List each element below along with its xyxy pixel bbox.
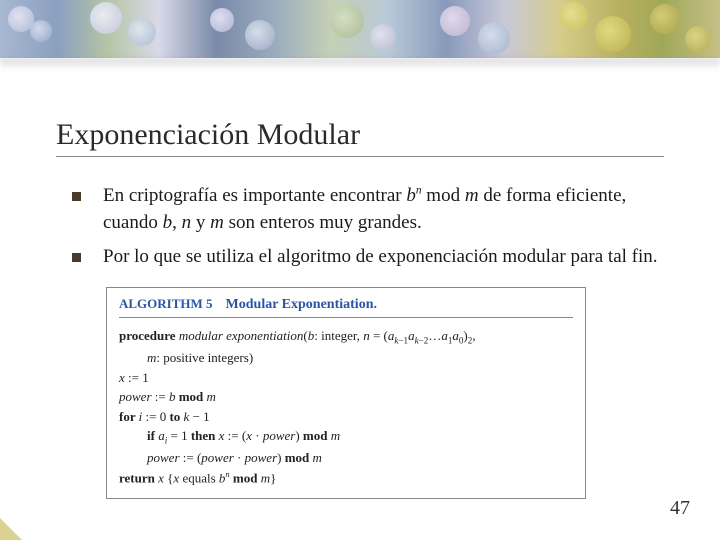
bullet-icon: [72, 253, 81, 262]
slide-title: Exponenciación Modular: [56, 118, 664, 152]
flower-petal: [440, 6, 470, 36]
bullet-item: Por lo que se utiliza el algoritmo de ex…: [72, 244, 664, 271]
flower-petal: [90, 2, 122, 34]
title-underline: [56, 156, 664, 157]
bullet-text: En criptografía es importante encontrar …: [103, 183, 664, 236]
flower-petal: [560, 2, 588, 30]
flower-petal: [478, 22, 510, 54]
bullet-list: En criptografía es importante encontrar …: [56, 183, 664, 271]
flower-petal: [650, 4, 680, 34]
bullet-icon: [72, 192, 81, 201]
algorithm-name: Modular Exponentiation.: [226, 297, 377, 312]
flower-petal: [330, 4, 364, 38]
flower-petal: [370, 24, 396, 50]
page-number: 47: [670, 497, 690, 520]
corner-accent-icon: [0, 518, 22, 540]
flower-petal: [30, 20, 52, 42]
decorative-header: [0, 0, 720, 78]
header-shadow: [0, 58, 720, 70]
flower-petal: [210, 8, 234, 32]
flower-petal: [245, 20, 275, 50]
slide-content: Exponenciación Modular En criptografía e…: [0, 78, 720, 499]
algorithm-box: ALGORITHM 5 Modular Exponentiation. proc…: [106, 287, 586, 499]
bullet-item: En criptografía es importante encontrar …: [72, 183, 664, 236]
bullet-text: Por lo que se utiliza el algoritmo de ex…: [103, 244, 658, 271]
flower-petal: [595, 16, 631, 52]
algorithm-number: ALGORITHM 5: [119, 296, 213, 311]
flower-petal: [128, 18, 156, 46]
algorithm-separator: [119, 317, 573, 318]
flower-petal: [685, 26, 711, 52]
algorithm-header: ALGORITHM 5 Modular Exponentiation.: [119, 296, 573, 313]
algorithm-body: procedure modular exponentiation(b: inte…: [119, 326, 573, 488]
flower-band: [0, 0, 720, 58]
